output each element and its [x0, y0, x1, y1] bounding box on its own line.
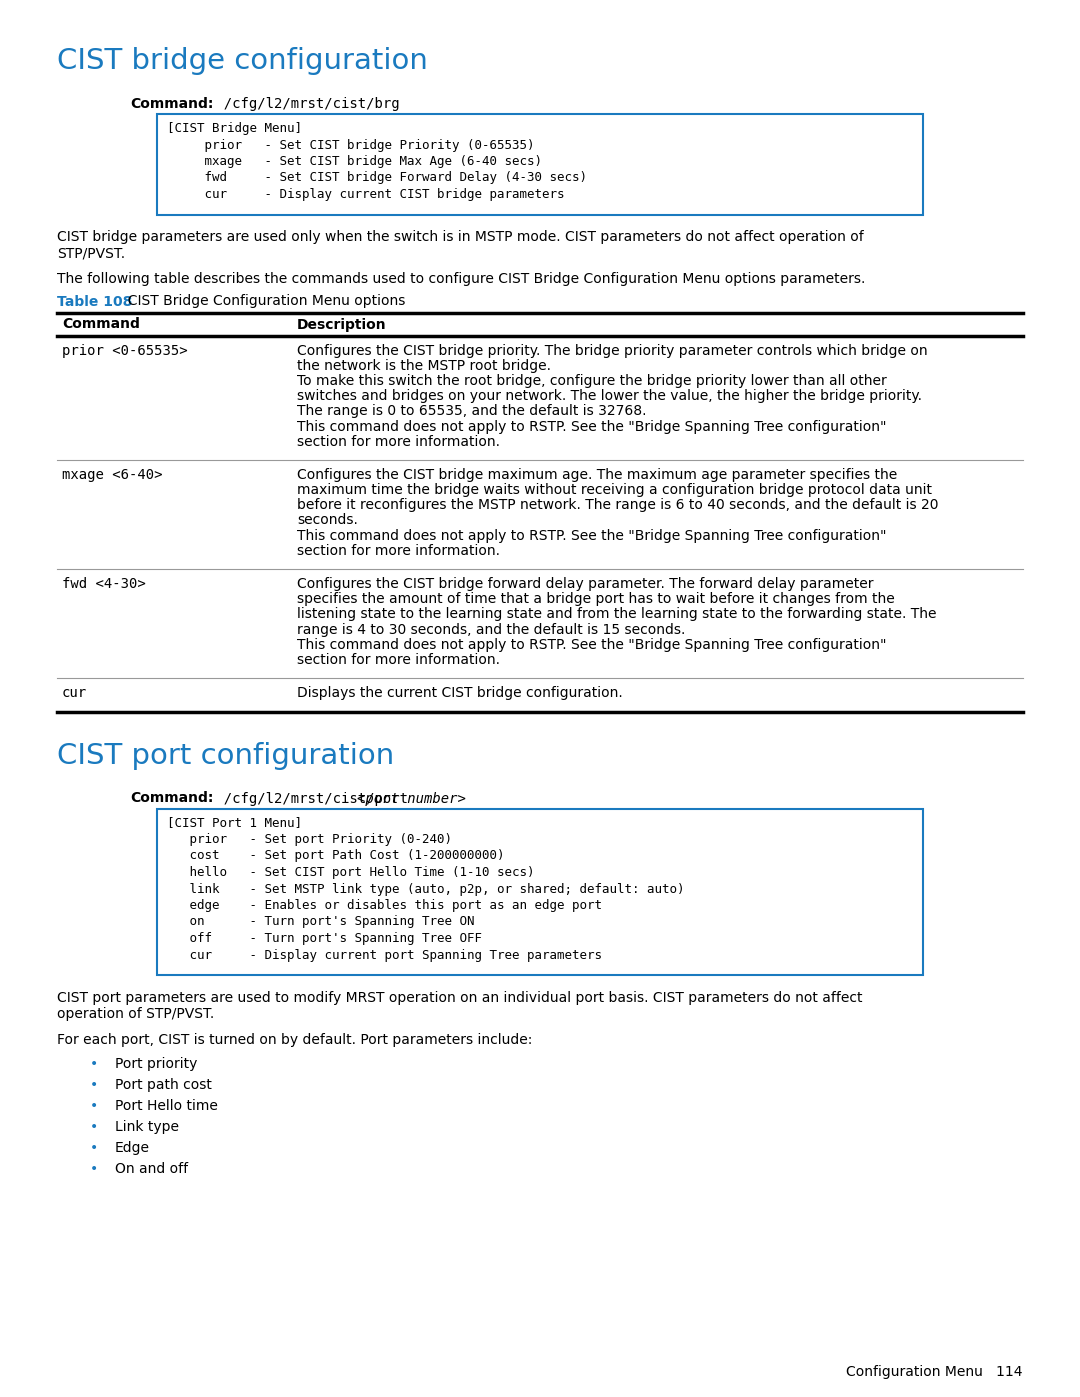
Text: •: •: [90, 1058, 98, 1071]
Text: hello   - Set CIST port Hello Time (1-10 secs): hello - Set CIST port Hello Time (1-10 s…: [167, 866, 535, 879]
Text: •: •: [90, 1078, 98, 1092]
Text: Command:: Command:: [130, 792, 214, 806]
Text: For each port, CIST is turned on by default. Port parameters include:: For each port, CIST is turned on by defa…: [57, 1032, 532, 1046]
Text: On and off: On and off: [114, 1162, 188, 1176]
Text: on      - Turn port's Spanning Tree ON: on - Turn port's Spanning Tree ON: [167, 915, 474, 929]
Text: Link type: Link type: [114, 1120, 179, 1134]
Text: Port priority: Port priority: [114, 1058, 198, 1071]
Text: /cfg/l2/mrst/cist/brg: /cfg/l2/mrst/cist/brg: [207, 96, 400, 110]
Bar: [157, 115, 923, 215]
Text: •: •: [90, 1162, 98, 1176]
Text: maximum time the bridge waits without receiving a configuration bridge protocol : maximum time the bridge waits without re…: [297, 483, 932, 497]
Text: cost    - Set port Path Cost (1-200000000): cost - Set port Path Cost (1-200000000): [167, 849, 504, 862]
Text: cur: cur: [62, 686, 87, 700]
Text: Table 108: Table 108: [57, 295, 133, 309]
Text: The range is 0 to 65535, and the default is 32768.: The range is 0 to 65535, and the default…: [297, 404, 647, 418]
Text: Edge: Edge: [114, 1141, 150, 1155]
Text: before it reconfigures the MSTP network. The range is 6 to 40 seconds, and the d: before it reconfigures the MSTP network.…: [297, 499, 939, 513]
Text: <port number>: <port number>: [357, 792, 465, 806]
Text: prior <0-65535>: prior <0-65535>: [62, 344, 188, 358]
Text: Description: Description: [297, 317, 387, 331]
Text: fwd     - Set CIST bridge Forward Delay (4-30 secs): fwd - Set CIST bridge Forward Delay (4-3…: [167, 172, 588, 184]
Bar: [157, 809, 923, 975]
Text: This command does not apply to RSTP. See the "Bridge Spanning Tree configuration: This command does not apply to RSTP. See…: [297, 419, 887, 433]
Text: Configures the CIST bridge maximum age. The maximum age parameter specifies the: Configures the CIST bridge maximum age. …: [297, 468, 897, 482]
Text: [CIST Bridge Menu]: [CIST Bridge Menu]: [167, 122, 302, 136]
Text: off     - Turn port's Spanning Tree OFF: off - Turn port's Spanning Tree OFF: [167, 932, 482, 944]
Text: listening state to the learning state and from the learning state to the forward: listening state to the learning state an…: [297, 608, 936, 622]
Text: Port Hello time: Port Hello time: [114, 1099, 218, 1113]
Text: prior   - Set CIST bridge Priority (0-65535): prior - Set CIST bridge Priority (0-6553…: [167, 138, 535, 151]
Text: Command: Command: [62, 317, 140, 331]
Text: section for more information.: section for more information.: [297, 654, 500, 668]
Text: Port path cost: Port path cost: [114, 1078, 212, 1092]
Text: Command:: Command:: [130, 96, 214, 110]
Text: the network is the MSTP root bridge.: the network is the MSTP root bridge.: [297, 359, 551, 373]
Text: prior   - Set port Priority (0-240): prior - Set port Priority (0-240): [167, 833, 453, 847]
Text: section for more information.: section for more information.: [297, 434, 500, 448]
Text: edge    - Enables or disables this port as an edge port: edge - Enables or disables this port as …: [167, 900, 602, 912]
Text: CIST port parameters are used to modify MRST operation on an individual port bas: CIST port parameters are used to modify …: [57, 990, 863, 1004]
Text: mxage <6-40>: mxage <6-40>: [62, 468, 162, 482]
Text: •: •: [90, 1141, 98, 1155]
Text: Configuration Menu   114: Configuration Menu 114: [847, 1365, 1023, 1379]
Text: Displays the current CIST bridge configuration.: Displays the current CIST bridge configu…: [297, 686, 623, 700]
Text: CIST Bridge Configuration Menu options: CIST Bridge Configuration Menu options: [119, 295, 405, 309]
Text: •: •: [90, 1099, 98, 1113]
Text: /cfg/l2/mrst/cist/port: /cfg/l2/mrst/cist/port: [207, 792, 417, 806]
Text: specifies the amount of time that a bridge port has to wait before it changes fr: specifies the amount of time that a brid…: [297, 592, 894, 606]
Text: CIST bridge parameters are used only when the switch is in MSTP mode. CIST param: CIST bridge parameters are used only whe…: [57, 231, 864, 244]
Text: operation of STP/PVST.: operation of STP/PVST.: [57, 1007, 214, 1021]
Text: [CIST Port 1 Menu]: [CIST Port 1 Menu]: [167, 816, 302, 830]
Text: Configures the CIST bridge priority. The bridge priority parameter controls whic: Configures the CIST bridge priority. The…: [297, 344, 928, 358]
Text: link    - Set MSTP link type (auto, p2p, or shared; default: auto): link - Set MSTP link type (auto, p2p, or…: [167, 883, 685, 895]
Text: range is 4 to 30 seconds, and the default is 15 seconds.: range is 4 to 30 seconds, and the defaul…: [297, 623, 686, 637]
Text: STP/PVST.: STP/PVST.: [57, 246, 125, 260]
Text: This command does not apply to RSTP. See the "Bridge Spanning Tree configuration: This command does not apply to RSTP. See…: [297, 528, 887, 542]
Text: mxage   - Set CIST bridge Max Age (6-40 secs): mxage - Set CIST bridge Max Age (6-40 se…: [167, 155, 542, 168]
Text: Configures the CIST bridge forward delay parameter. The forward delay parameter: Configures the CIST bridge forward delay…: [297, 577, 874, 591]
Text: •: •: [90, 1120, 98, 1134]
Text: To make this switch the root bridge, configure the bridge priority lower than al: To make this switch the root bridge, con…: [297, 374, 887, 388]
Text: cur     - Display current CIST bridge parameters: cur - Display current CIST bridge parame…: [167, 189, 565, 201]
Text: cur     - Display current port Spanning Tree parameters: cur - Display current port Spanning Tree…: [167, 949, 602, 961]
Text: This command does not apply to RSTP. See the "Bridge Spanning Tree configuration: This command does not apply to RSTP. See…: [297, 638, 887, 652]
Text: seconds.: seconds.: [297, 514, 357, 528]
Text: section for more information.: section for more information.: [297, 543, 500, 557]
Text: fwd <4-30>: fwd <4-30>: [62, 577, 146, 591]
Text: switches and bridges on your network. The lower the value, the higher the bridge: switches and bridges on your network. Th…: [297, 390, 922, 404]
Text: CIST bridge configuration: CIST bridge configuration: [57, 47, 428, 75]
Text: CIST port configuration: CIST port configuration: [57, 742, 394, 770]
Text: The following table describes the commands used to configure CIST Bridge Configu: The following table describes the comman…: [57, 272, 865, 286]
